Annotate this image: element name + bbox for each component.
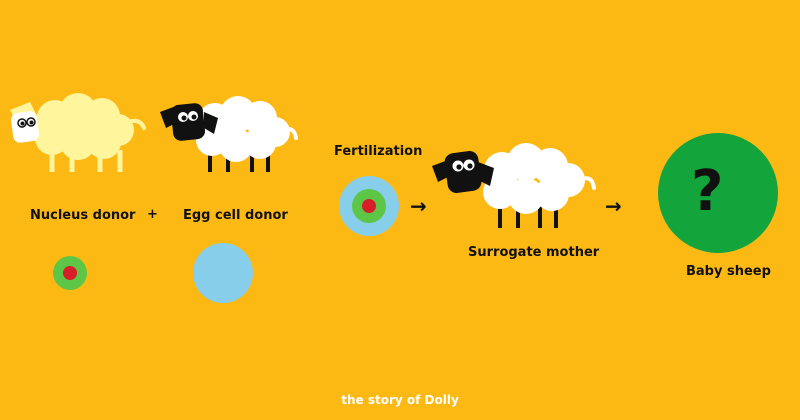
egg-cell <box>193 243 253 303</box>
egg-cell-donor-sheep <box>160 96 298 172</box>
surrogate-mother-label: Surrogate mother <box>468 245 600 260</box>
nucleus-donor-label: Nucleus donor <box>30 208 136 223</box>
plus-sign: + <box>147 207 158 222</box>
nucleus-donor-sheep <box>10 93 146 172</box>
question-mark: ? <box>691 159 724 224</box>
egg-cell-donor-label: Egg cell donor <box>183 208 288 223</box>
baby-sheep-label: Baby sheep <box>686 264 771 279</box>
caption: the story of Dolly <box>341 393 459 407</box>
fertilized-cell <box>339 176 399 236</box>
fertilization-label: Fertilization <box>334 144 423 159</box>
arrow-to-baby: → <box>605 194 622 218</box>
arrow-to-surrogate: → <box>410 194 427 218</box>
nucleus-donor-cell <box>53 256 87 290</box>
surrogate-mother-sheep <box>432 143 596 228</box>
baby-sheep-circle <box>658 133 778 253</box>
